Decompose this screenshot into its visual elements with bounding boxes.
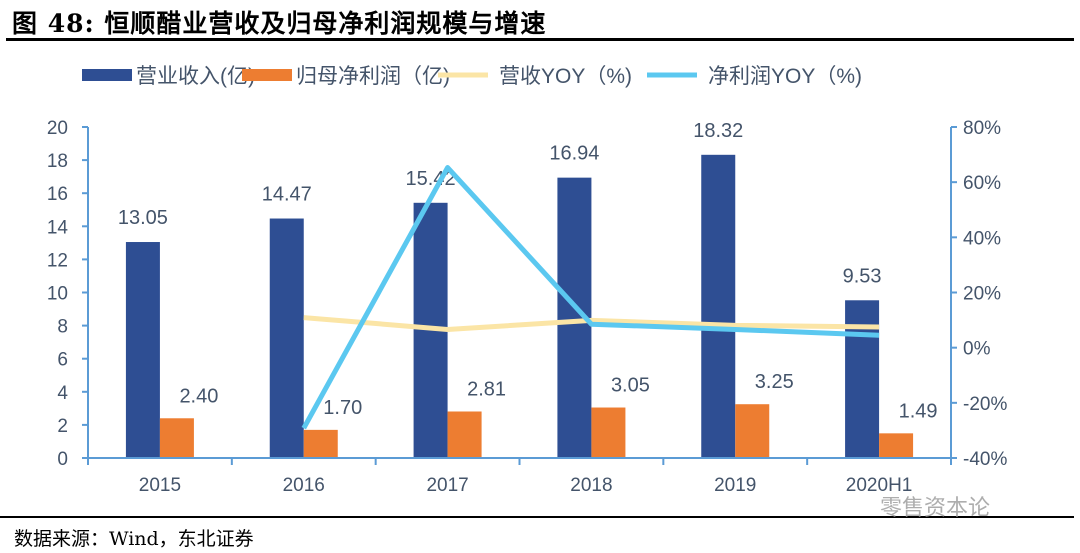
left-tick-label: 10 [47, 284, 68, 305]
left-tick-label: 14 [47, 217, 69, 238]
revenue-bar [701, 154, 736, 458]
data-label: 9.53 [843, 265, 882, 287]
data-label: 16.94 [549, 143, 599, 165]
right-tick-label: -20% [963, 394, 1007, 415]
bottom-rule [0, 516, 1074, 518]
legend-swatch [82, 69, 132, 81]
left-tick-label: 12 [47, 250, 68, 271]
data-label: 14.47 [262, 184, 312, 206]
legend-label: 营业收入(亿) [136, 65, 255, 88]
right-tick-label: 20% [963, 284, 1001, 305]
legend-swatch [242, 69, 292, 81]
right-tick-label: 40% [963, 228, 1001, 249]
x-tick-label: 2019 [714, 475, 756, 496]
data-label: 3.05 [611, 375, 650, 397]
left-tick-label: 0 [57, 449, 68, 470]
profit-yoy-line [301, 165, 880, 430]
x-tick-label: 2018 [570, 475, 612, 496]
left-tick-label: 20 [47, 118, 68, 139]
left-tick-label: 6 [57, 350, 68, 371]
left-tick-label: 4 [57, 383, 68, 404]
revenue-yoy-line [303, 315, 880, 332]
watermark: 零售资本论 [880, 495, 991, 520]
profit-bar [447, 411, 482, 458]
legend-label: 净利润YOY（%) [708, 65, 862, 88]
revenue-bar [269, 218, 304, 458]
title-rule [6, 38, 1074, 41]
right-tick-label: -40% [963, 449, 1007, 470]
revenue-bar [125, 242, 160, 458]
data-label: 1.49 [899, 400, 938, 422]
right-tick-label: 60% [963, 173, 1001, 194]
x-tick-label: 2020H1 [846, 475, 913, 496]
left-tick-label: 16 [47, 184, 68, 205]
left-tick-label: 18 [47, 151, 68, 172]
data-label: 2.40 [179, 385, 218, 407]
data-label: 2.81 [467, 378, 506, 400]
x-tick-label: 2016 [283, 475, 325, 496]
right-tick-label: 80% [963, 118, 1001, 139]
x-tick-label: 2015 [139, 475, 181, 496]
right-tick-label: 0% [963, 339, 991, 360]
profit-bar [879, 433, 914, 458]
source-note: 数据来源：Wind，东北证券 [14, 528, 254, 550]
profit-bar [303, 429, 338, 458]
data-label: 18.32 [693, 120, 743, 142]
data-label: 3.25 [755, 371, 794, 393]
x-tick-label: 2017 [426, 475, 468, 496]
figure-title: 图 48: 恒顺醋业营收及归母净利润规模与增速 [12, 9, 547, 38]
profit-bar [159, 418, 194, 458]
legend-label: 营收YOY（%) [499, 65, 632, 88]
data-label: 13.05 [118, 207, 168, 229]
revenue-bar [845, 300, 880, 458]
left-tick-label: 8 [57, 317, 68, 338]
profit-bar [735, 404, 770, 458]
legend-label: 归母净利润（亿) [296, 65, 450, 88]
left-tick-label: 2 [57, 416, 68, 437]
data-label: 1.70 [323, 397, 362, 419]
profit-bar [591, 407, 626, 458]
